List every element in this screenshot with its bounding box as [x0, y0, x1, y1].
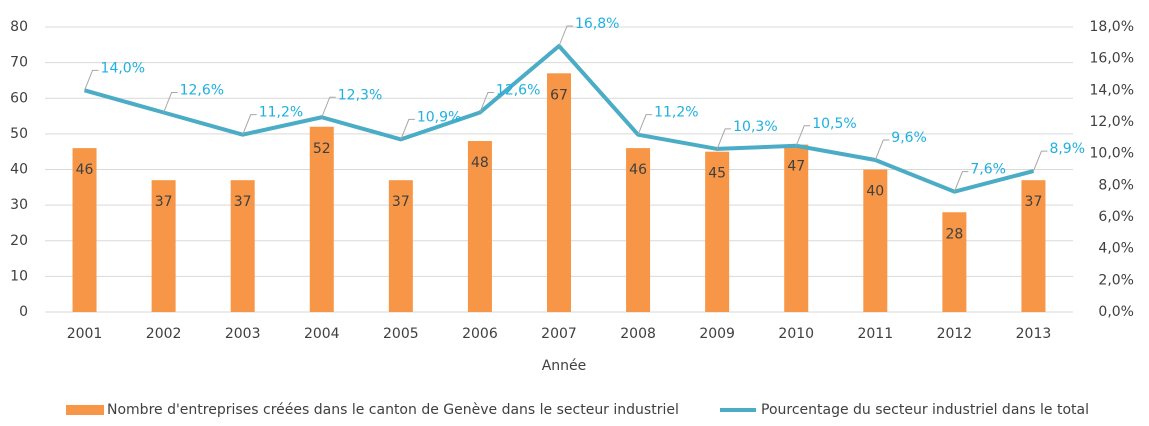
bar — [72, 148, 97, 312]
bar-value-label: 67 — [550, 87, 568, 103]
bar — [309, 126, 334, 312]
leader-line — [84, 69, 99, 91]
bar — [705, 151, 730, 312]
line-value-label: 16,8% — [575, 16, 619, 32]
bar-value-label: 40 — [866, 184, 884, 200]
leader-line — [321, 96, 336, 118]
x-tick-label: 2012 — [937, 326, 973, 342]
y-tick-label: 70 — [10, 55, 28, 71]
y-tick-label: 20 — [10, 233, 28, 249]
y-tick-label: 10 — [10, 268, 28, 284]
bar-value-label: 47 — [787, 159, 805, 175]
bar-value-label: 37 — [234, 194, 252, 210]
y-tick-label: 80 — [10, 19, 28, 35]
leader-line — [558, 25, 573, 47]
bar — [388, 180, 413, 312]
line-value-label: 10,9% — [417, 109, 461, 125]
bar-value-label: 46 — [76, 162, 94, 178]
y2-tick-label: 14,0% — [1090, 82, 1134, 98]
x-tick-label: 2011 — [857, 326, 893, 342]
x-tick-label: 2001 — [67, 326, 103, 342]
x-tick-label: 2010 — [778, 326, 814, 342]
bar — [942, 212, 967, 312]
x-tick-label: 2003 — [225, 326, 261, 342]
leader-line — [874, 139, 890, 161]
y2-tick-label: 18,0% — [1090, 19, 1134, 35]
y2-tick-label: 16,0% — [1090, 51, 1134, 67]
line-value-label: 11,2% — [654, 105, 698, 121]
y2-tick-label: 6,0% — [1098, 209, 1134, 225]
x-tick-label: 2008 — [620, 326, 656, 342]
y-tick-label: 30 — [10, 197, 28, 213]
legend-swatch — [66, 405, 104, 415]
legend-label: Nombre d'entreprises créées dans le cant… — [107, 402, 679, 418]
line-value-label: 8,9% — [1049, 141, 1085, 157]
y-tick-label: 50 — [10, 126, 28, 142]
y-tick-label: 40 — [10, 162, 28, 178]
line-value-label: 14,0% — [101, 60, 145, 76]
bar-value-label: 37 — [155, 194, 173, 210]
bar — [1021, 180, 1046, 312]
bar — [547, 73, 571, 312]
line-value-label: 12,6% — [496, 83, 540, 99]
x-tick-label: 2002 — [146, 326, 182, 342]
y2-tick-label: 4,0% — [1098, 241, 1134, 257]
leader-line — [479, 92, 494, 113]
leader-line — [637, 114, 653, 135]
bar — [863, 169, 888, 312]
bar-value-label: 37 — [1025, 194, 1043, 210]
x-tick-label: 2005 — [383, 326, 419, 342]
x-tick-label: 2004 — [304, 326, 340, 342]
x-tick-label: 2009 — [699, 326, 735, 342]
bar-value-label: 48 — [471, 155, 489, 171]
line-value-label: 11,2% — [259, 105, 303, 121]
bar-value-label: 46 — [629, 162, 647, 178]
line-value-label: 10,3% — [733, 119, 777, 135]
y2-tick-label: 10,0% — [1090, 146, 1134, 162]
y2-tick-label: 0,0% — [1098, 304, 1134, 320]
bar — [784, 144, 809, 312]
bar-value-label: 37 — [392, 194, 410, 210]
line-value-label: 12,3% — [338, 87, 382, 103]
x-axis-label: Année — [542, 358, 587, 374]
y2-tick-label: 8,0% — [1098, 177, 1134, 193]
legend-label: Pourcentage du secteur industriel dans l… — [761, 402, 1089, 418]
x-tick-label: 2013 — [1016, 326, 1052, 342]
leader-line — [400, 118, 415, 140]
leader-line — [163, 92, 178, 113]
leader-line — [1032, 150, 1048, 172]
y-tick-label: 0 — [19, 304, 28, 320]
bar-value-label: 45 — [708, 166, 726, 182]
x-tick-label: 2006 — [462, 326, 498, 342]
bar — [230, 180, 255, 312]
bar — [151, 180, 176, 312]
line-value-label: 10,5% — [812, 116, 856, 132]
y2-tick-label: 2,0% — [1098, 272, 1134, 288]
bar — [626, 148, 651, 312]
line-value-label: 12,6% — [180, 83, 224, 99]
leader-line — [953, 171, 969, 192]
bar — [467, 141, 492, 312]
leader-line — [716, 128, 732, 150]
y2-tick-label: 12,0% — [1090, 114, 1134, 130]
y-tick-label: 60 — [10, 90, 28, 106]
bar-value-label: 28 — [945, 226, 963, 242]
x-tick-label: 2007 — [541, 326, 577, 342]
bar-value-label: 52 — [313, 141, 331, 157]
leader-line — [795, 125, 811, 146]
leader-line — [242, 114, 257, 135]
line-value-label: 7,6% — [970, 162, 1006, 178]
line-value-label: 9,6% — [891, 130, 927, 146]
